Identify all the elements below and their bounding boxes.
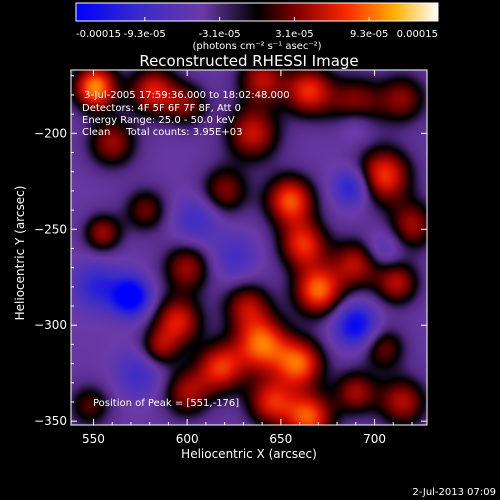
colorbar-tick-label: -0.00015	[76, 29, 121, 40]
info-line-energy: Energy Range: 25.0 - 50.0 keV	[82, 115, 235, 126]
colorbar-ticks: -0.00015 -9.3e-05 -3.1e-05 3.1e-05 9.3e-05 0.…	[75, 17, 439, 40]
x-tick-label: 600	[176, 432, 199, 446]
colorbar-tick-label: 3.1e-05	[275, 29, 313, 40]
axis-ticks: 550 600 650 700 −200 −250 −300 −350	[34, 70, 427, 446]
heatmap-image	[71, 70, 427, 425]
info-line-detectors: Detectors: 4F 5F 6F 7F 8F, Att 0	[82, 103, 241, 114]
y-tick-label: −350	[34, 414, 67, 428]
info-line-clean: Clean Total counts: 3.95E+03	[82, 127, 242, 138]
x-tick-label: 700	[363, 432, 386, 446]
plot-frame	[70, 69, 428, 426]
info-text: 3-Jul-2005 17:59:36.000 to 18:02:48.000 …	[82, 90, 290, 138]
x-tick-label: 650	[269, 432, 292, 446]
footer-timestamp: 2-Jul-2013 07:09	[412, 487, 496, 498]
info-line-time: 3-Jul-2005 17:59:36.000 to 18:02:48.000	[84, 90, 290, 101]
x-tick-label: 550	[82, 432, 105, 446]
colorbar-tick-label: -3.1e-05	[199, 29, 241, 40]
x-axis-label: Heliocentric X (arcsec)	[181, 447, 317, 461]
peak-position-text: Position of Peak = [551,-176]	[93, 398, 239, 409]
colorbar-tick-label: -9.3e-05	[124, 29, 166, 40]
y-tick-label: −250	[34, 222, 67, 236]
colorbar-tick-label: 9.3e-05	[350, 29, 388, 40]
chart-title: Reconstructed RHESSI Image	[139, 52, 358, 70]
colorbar-unit-label: (photons cm⁻² s⁻¹ asec⁻²)	[192, 41, 321, 52]
colorbar	[75, 2, 439, 22]
y-tick-label: −300	[34, 318, 67, 332]
colorbar-tick-label: 0.00015	[397, 29, 438, 40]
image-area	[71, 70, 427, 425]
y-axis-label: Heliocentric Y (arcsec)	[13, 186, 27, 321]
y-tick-label: −200	[34, 126, 67, 140]
